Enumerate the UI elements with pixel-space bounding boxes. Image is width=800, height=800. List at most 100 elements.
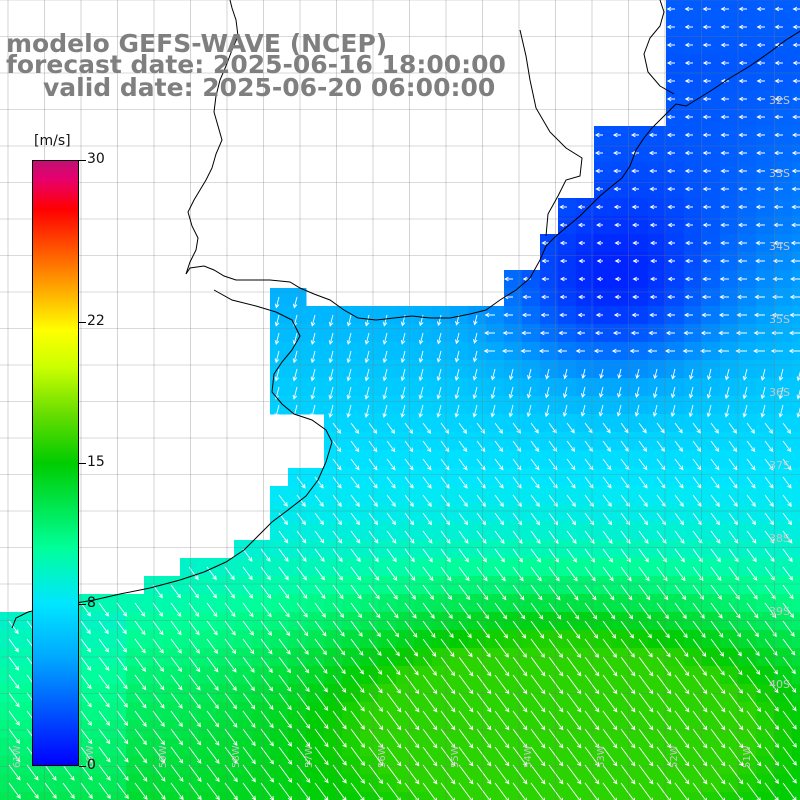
wind-cell	[36, 792, 55, 800]
wind-arrow	[314, 548, 325, 563]
wind-arrow	[596, 222, 603, 228]
wind-arrow	[710, 548, 721, 563]
wind-arrow	[544, 404, 550, 418]
wind-arrow	[667, 186, 675, 192]
wind-arrow	[314, 566, 326, 581]
wind-arrow	[314, 728, 329, 748]
wind-arrow	[386, 728, 402, 749]
wind-arrow	[702, 204, 711, 210]
wind-arrow	[296, 584, 308, 600]
wind-arrow	[701, 312, 711, 318]
wind-arrow	[8, 620, 19, 635]
wind-arrow	[152, 728, 166, 746]
wind-arrow	[613, 168, 621, 174]
wind-arrow	[638, 728, 654, 749]
wind-arrow	[454, 332, 460, 345]
wind-cell	[792, 396, 800, 415]
wind-arrow	[596, 276, 603, 282]
wind-arrow	[666, 24, 675, 30]
wind-arrow	[116, 728, 129, 745]
wind-arrow	[350, 458, 360, 471]
wind-cell	[612, 306, 631, 325]
wind-arrow	[702, 132, 711, 138]
wind-cell	[576, 252, 595, 271]
wind-arrow	[774, 96, 783, 102]
wind-arrow	[512, 548, 524, 563]
wind-arrow	[458, 746, 474, 767]
wind-cell	[702, 216, 721, 235]
longitude-labels: 61W 60W 59W 58W 57W 56W 55W 54W 53W 52W 51W	[12, 745, 753, 768]
wind-arrow	[613, 204, 621, 210]
wind-arrow	[170, 746, 184, 764]
wind-cell	[720, 180, 739, 199]
wind-arrow	[26, 764, 39, 781]
wind-arrow	[332, 458, 342, 471]
wind-arrow	[638, 458, 648, 471]
wind-arrow	[80, 764, 93, 781]
wind-arrow	[8, 638, 19, 653]
wind-arrow	[62, 782, 75, 800]
wind-cell	[18, 792, 37, 800]
wind-arrow	[274, 314, 280, 327]
wind-arrow	[278, 548, 289, 562]
wind-arrow	[400, 404, 406, 418]
wind-cell	[702, 90, 721, 109]
latitude-label: 40S	[769, 678, 790, 691]
wind-arrow	[684, 114, 693, 120]
wind-arrow	[242, 746, 256, 765]
wind-cell	[612, 342, 631, 361]
wind-arrow	[575, 348, 585, 354]
wind-arrow	[648, 132, 657, 138]
wind-arrow	[702, 222, 711, 228]
wind-arrow	[746, 746, 762, 767]
longitude-label: 53W	[596, 745, 607, 768]
wind-arrow	[530, 728, 546, 749]
wind-arrow	[170, 638, 182, 654]
wind-arrow	[683, 312, 693, 318]
wind-cell	[774, 270, 793, 289]
wind-arrow	[756, 114, 765, 120]
wind-cell	[774, 216, 793, 235]
wind-arrow	[8, 710, 20, 726]
wind-arrow	[494, 620, 509, 639]
wind-cell	[504, 792, 523, 800]
wind-arrow	[648, 150, 657, 156]
wind-cell	[720, 270, 739, 289]
wind-arrow	[8, 656, 20, 671]
wind-arrow	[631, 168, 639, 174]
wind-arrow	[674, 476, 684, 489]
wind-cell	[738, 162, 757, 181]
wind-arrow	[134, 674, 147, 691]
wind-arrow	[738, 96, 747, 102]
wind-cell	[720, 90, 739, 109]
wind-arrow	[332, 620, 345, 637]
wind-arrow	[458, 692, 474, 713]
wind-arrow	[738, 168, 747, 174]
wind-arrow	[746, 782, 761, 800]
wind-cell	[144, 792, 163, 800]
wind-cell	[792, 522, 800, 541]
wind-cell	[774, 288, 793, 307]
wind-arrow	[667, 276, 675, 282]
wind-cell	[180, 792, 199, 800]
wind-cell	[666, 126, 685, 145]
wind-arrow	[584, 476, 594, 489]
wind-arrow	[386, 764, 402, 785]
wind-arrow	[764, 458, 774, 471]
wind-cell	[774, 36, 793, 55]
wind-arrow	[188, 674, 201, 691]
wind-arrow	[494, 512, 505, 526]
wind-arrow	[782, 458, 792, 471]
wind-arrow	[494, 584, 507, 601]
wind-arrow	[260, 602, 272, 618]
wind-arrow	[530, 602, 544, 620]
wind-cell	[630, 234, 649, 253]
wind-cell	[756, 216, 775, 235]
wind-arrow	[332, 602, 345, 619]
wind-arrow	[422, 458, 432, 471]
wind-arrow	[310, 314, 316, 327]
wind-arrow	[720, 168, 729, 174]
wind-arrow	[386, 494, 396, 507]
wind-arrow	[656, 530, 667, 544]
wind-arrow	[684, 42, 693, 48]
